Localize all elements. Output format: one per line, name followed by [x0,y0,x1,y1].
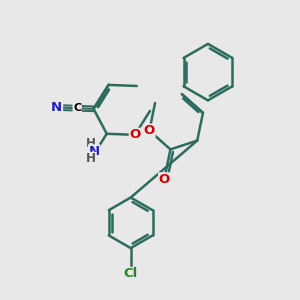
Text: N: N [88,145,100,158]
Text: O: O [129,128,141,141]
Text: N: N [51,101,62,114]
Text: O: O [144,124,155,137]
Text: H: H [86,137,96,151]
Text: H: H [86,152,96,165]
Text: C: C [73,103,81,113]
Text: O: O [159,173,170,186]
Text: Cl: Cl [124,267,138,280]
